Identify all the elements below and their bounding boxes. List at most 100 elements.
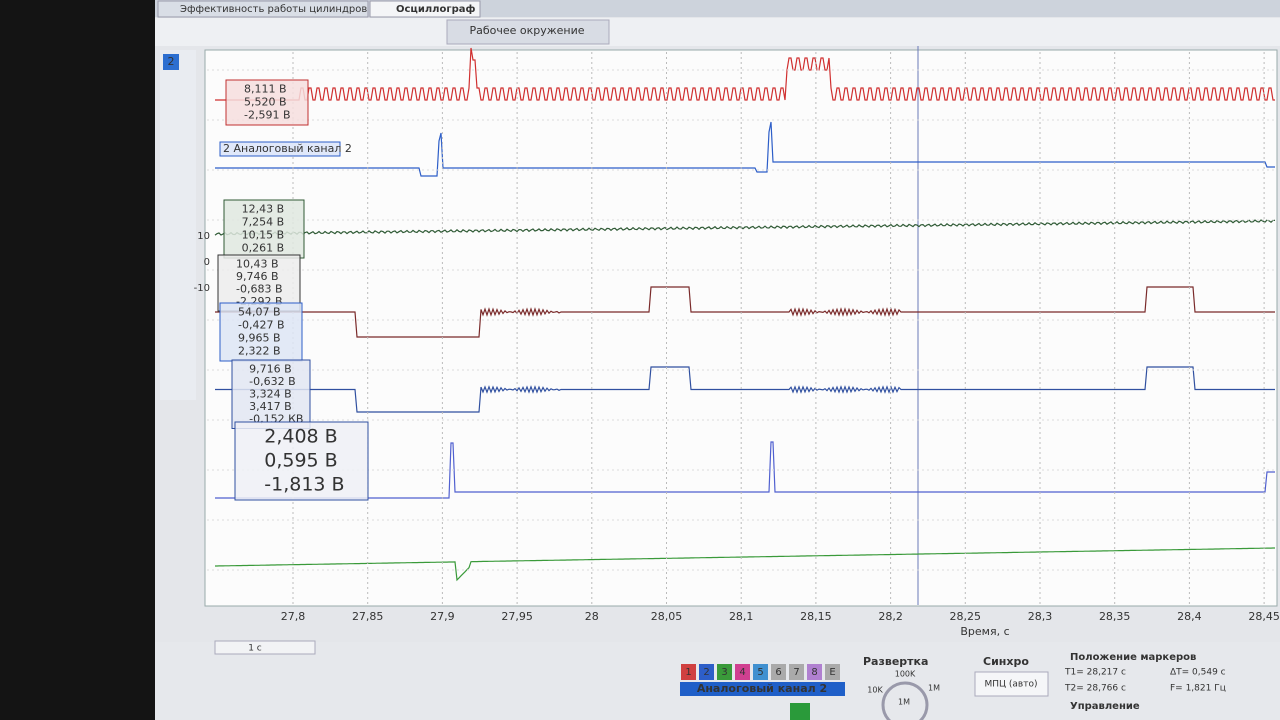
channel-button[interactable] [789, 664, 804, 680]
readout-box [219, 302, 303, 362]
x-tick-label: 28,4 [1177, 610, 1202, 623]
channel-button-label: 8 [811, 667, 817, 678]
waveform [215, 547, 1275, 582]
readout-box [225, 79, 309, 126]
x-axis-label: Время, с [960, 625, 1009, 638]
x-tick-label: 28,3 [1028, 610, 1053, 623]
channel-button[interactable] [753, 664, 768, 680]
toolbar [155, 18, 1280, 46]
readout-value: -0,683 В [236, 282, 283, 295]
readout-value: 0,261 В [242, 242, 285, 255]
channel-label-box [219, 141, 341, 157]
control-title: Управление [1070, 701, 1140, 712]
bottom-panel [155, 642, 1280, 720]
x-tick-label: 28,15 [800, 610, 832, 623]
y-label: -10 [194, 283, 210, 294]
readout-value: 8,111 В [244, 83, 287, 96]
readout-value: 3,417 В [249, 400, 292, 413]
sweep-title: Развертка [863, 655, 928, 668]
channel-name: Аналоговый канал 2 [697, 682, 827, 695]
workspace-label: Рабочее окружение [469, 24, 584, 37]
tab-label: Эффективность работы цилиндров [180, 4, 367, 15]
readout-value: -0,427 В [238, 319, 285, 332]
readout-value: 7,254 В [242, 216, 285, 229]
channel-button-label: 3 [721, 667, 727, 678]
channel-button[interactable] [681, 664, 696, 680]
tab-label: Осциллограф [396, 3, 475, 15]
x-tick-label: 27,95 [501, 610, 533, 623]
channel-button[interactable] [771, 664, 786, 680]
tab-active[interactable] [369, 0, 481, 18]
readout-box [234, 421, 369, 501]
readout-value: 2,408 В [264, 426, 337, 448]
channel-button-label: 2 [703, 667, 709, 678]
x-tick-label: 28,05 [651, 610, 683, 623]
side-toolbar [160, 50, 196, 400]
marker-t2: T2= 28,766 с [1064, 684, 1126, 694]
channel-button-label: 1 [685, 667, 691, 678]
sweep-dial[interactable] [881, 681, 929, 720]
channel-button-label: 7 [793, 667, 799, 678]
readout-value: 2,322 В [238, 345, 281, 358]
channel-index-box[interactable] [163, 54, 179, 70]
sync-title: Синхро [983, 655, 1029, 668]
channel-button[interactable] [825, 664, 840, 680]
tab[interactable] [157, 0, 369, 18]
waveform [215, 441, 1275, 499]
channel-button[interactable] [735, 664, 750, 680]
readout-value: 9,716 В [249, 362, 292, 375]
channel-name-bar [680, 682, 845, 696]
channel-button[interactable] [807, 664, 822, 680]
timebase: 1 с [248, 644, 262, 654]
readout-value: -1,813 В [264, 474, 344, 496]
waveform [215, 286, 1275, 338]
markers-title: Положение маркеров [1070, 652, 1196, 663]
channel-button-label: 6 [775, 667, 781, 678]
waveform [215, 47, 1275, 101]
x-tick-label: 28,1 [729, 610, 754, 623]
sweep-label: 1M [928, 684, 940, 693]
x-tick-label: 27,9 [430, 610, 455, 623]
channel-button-label: 5 [757, 667, 763, 678]
readout-value: 12,43 В [242, 203, 285, 216]
sweep-label: 10K [867, 686, 883, 695]
marker-t1: T1= 28,217 с [1064, 668, 1126, 678]
timebase-box[interactable] [214, 640, 316, 655]
waveform [215, 121, 1275, 177]
channel-button-label: Е [829, 667, 835, 678]
channel-index: 2 [168, 55, 175, 68]
x-tick-label: 28,35 [1099, 610, 1131, 623]
readout-value: 9,746 В [236, 270, 279, 283]
sync-mode-box[interactable] [974, 671, 1049, 697]
sweep-label: 1М [898, 698, 910, 707]
x-tick-label: 28,2 [878, 610, 903, 623]
x-tick-label: 27,85 [352, 610, 384, 623]
readout-value: 54,07 В [238, 306, 281, 319]
channel-button-label: 4 [739, 667, 745, 678]
x-tick-label: 28 [585, 610, 599, 623]
readout-value: 3,324 В [249, 387, 292, 400]
readout-value: -0,632 В [249, 375, 296, 388]
readout-value: 10,43 В [236, 257, 279, 270]
channel-button[interactable] [717, 664, 732, 680]
power-button[interactable] [790, 703, 810, 720]
x-tick-label: 28,25 [950, 610, 982, 623]
workspace-button[interactable] [446, 19, 610, 45]
readout-value: 10,15 В [242, 229, 285, 242]
y-label: 0 [204, 257, 210, 268]
marker-f: F= 1,821 Гц [1170, 684, 1226, 694]
marker-dt: ΔT= 0,549 с [1170, 668, 1226, 678]
readout-value: 5,520 В [244, 96, 287, 109]
x-tick-label: 27,8 [281, 610, 306, 623]
sync-mode: МПЦ (авто) [985, 680, 1038, 690]
channel-button[interactable] [699, 664, 714, 680]
x-tick-label: 28,45 [1248, 610, 1280, 623]
readout-box [231, 359, 311, 429]
waveform [214, 219, 1276, 236]
readout-value: 9,965 В [238, 332, 281, 345]
y-label: 10 [197, 231, 210, 242]
readout-value: 0,595 В [264, 450, 337, 472]
sweep-label: 100K [895, 670, 916, 679]
waveform [215, 366, 1275, 413]
